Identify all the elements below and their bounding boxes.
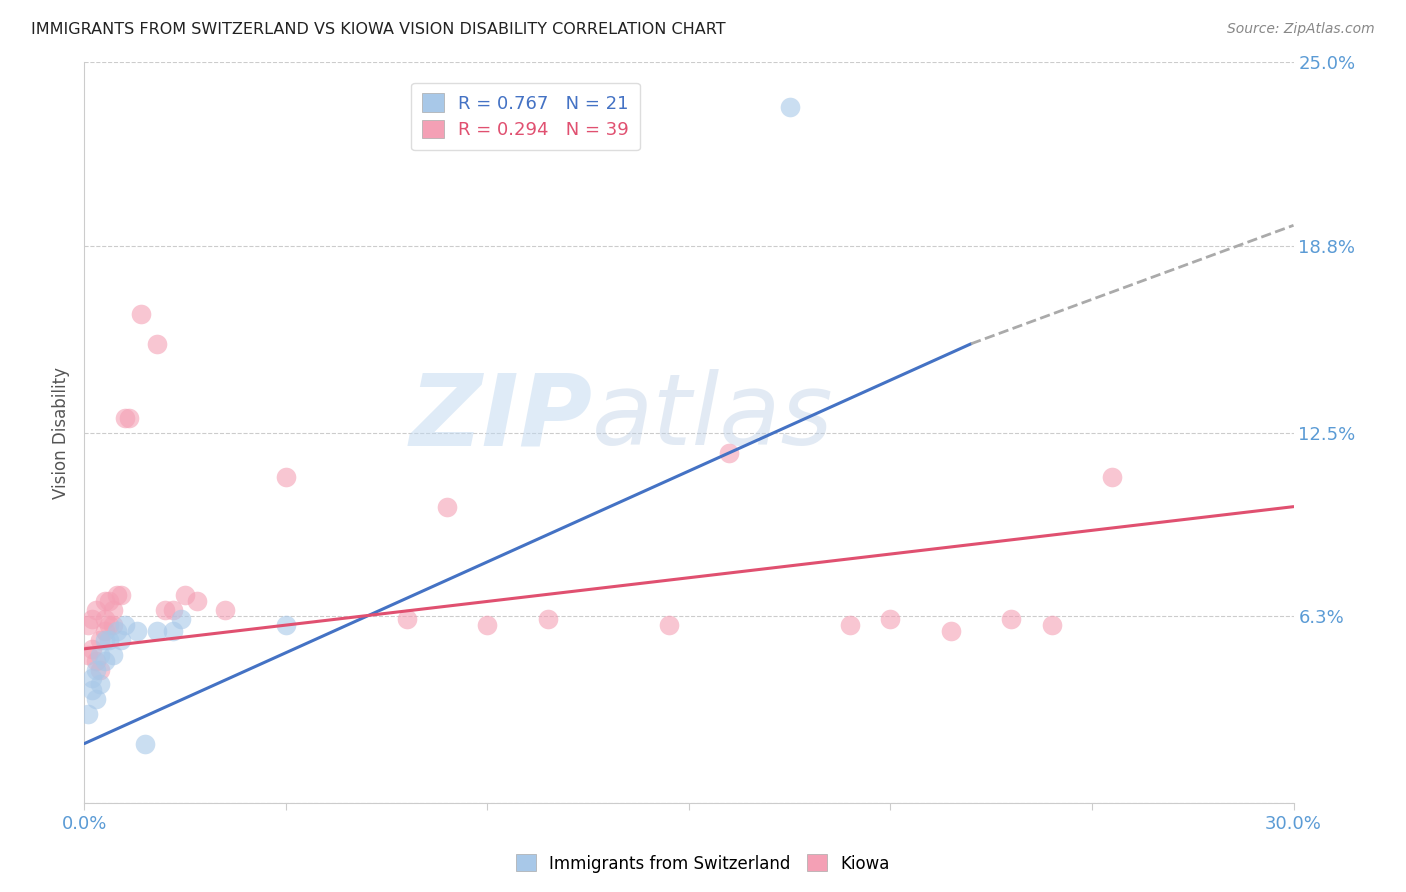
Point: [93, 654, 115, 668]
Point: [436, 500, 458, 514]
Point: [89, 632, 111, 647]
Text: ZIP: ZIP: [409, 369, 592, 467]
Point: [162, 603, 184, 617]
Point: [1000, 612, 1022, 626]
Point: [77, 648, 100, 662]
Point: [274, 618, 297, 632]
Point: [82, 672, 104, 686]
Y-axis label: Vision Disability: Vision Disability: [52, 367, 70, 499]
Point: [174, 589, 197, 603]
Point: [86, 654, 108, 668]
Point: [718, 446, 741, 460]
Point: [101, 648, 124, 662]
Point: [118, 410, 141, 425]
Point: [82, 612, 104, 626]
Point: [93, 624, 115, 638]
Point: [879, 612, 901, 626]
Point: [129, 307, 152, 321]
Point: [146, 336, 169, 351]
Legend: Immigrants from Switzerland, Kiowa: Immigrants from Switzerland, Kiowa: [509, 847, 897, 880]
Point: [93, 612, 115, 626]
Point: [658, 618, 681, 632]
Point: [89, 677, 111, 691]
Point: [86, 603, 108, 617]
Point: [77, 706, 100, 721]
Point: [153, 603, 176, 617]
Point: [146, 624, 169, 638]
Point: [1101, 470, 1123, 484]
Point: [170, 612, 193, 626]
Point: [97, 594, 120, 608]
Point: [114, 618, 136, 632]
Point: [82, 641, 104, 656]
Point: [114, 410, 136, 425]
Point: [77, 618, 100, 632]
Point: [1040, 618, 1063, 632]
Point: [110, 589, 132, 603]
Text: atlas: atlas: [592, 369, 834, 467]
Point: [105, 589, 128, 603]
Point: [214, 603, 236, 617]
Point: [779, 100, 801, 114]
Legend: R = 0.767   N = 21, R = 0.294   N = 39: R = 0.767 N = 21, R = 0.294 N = 39: [412, 83, 640, 150]
Point: [477, 618, 499, 632]
Point: [125, 624, 148, 638]
Point: [162, 624, 184, 638]
Point: [939, 624, 962, 638]
Point: [839, 618, 862, 632]
Point: [86, 692, 108, 706]
Point: [537, 612, 560, 626]
Point: [101, 618, 124, 632]
Point: [105, 624, 128, 638]
Point: [101, 603, 124, 617]
Point: [274, 470, 297, 484]
Point: [134, 737, 156, 751]
Text: Source: ZipAtlas.com: Source: ZipAtlas.com: [1227, 22, 1375, 37]
Text: IMMIGRANTS FROM SWITZERLAND VS KIOWA VISION DISABILITY CORRELATION CHART: IMMIGRANTS FROM SWITZERLAND VS KIOWA VIS…: [31, 22, 725, 37]
Point: [395, 612, 418, 626]
Point: [89, 663, 111, 677]
Point: [89, 648, 111, 662]
Point: [186, 594, 208, 608]
Point: [82, 683, 104, 698]
Point: [93, 594, 115, 608]
Point: [93, 632, 115, 647]
Point: [97, 632, 120, 647]
Point: [97, 618, 120, 632]
Point: [86, 663, 108, 677]
Point: [110, 632, 132, 647]
